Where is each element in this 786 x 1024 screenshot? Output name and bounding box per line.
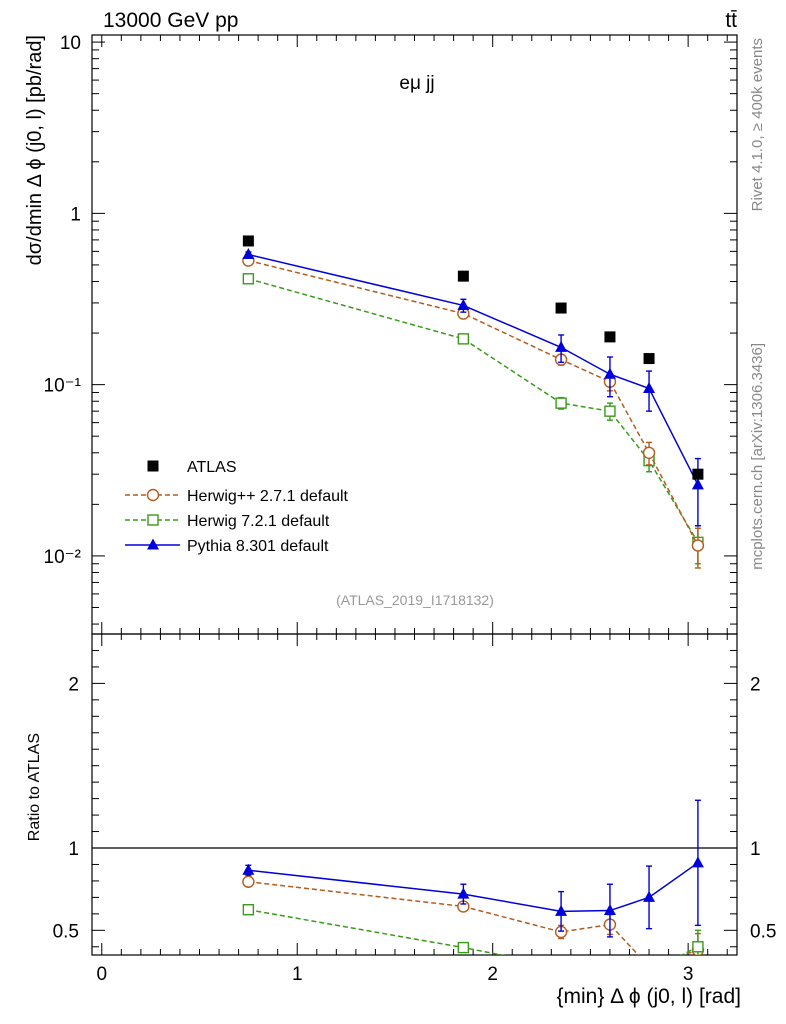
y-tick-label: 10⁻¹ — [44, 376, 82, 397]
main-point-pythia — [691, 478, 704, 490]
header-right: tt̄ — [725, 9, 737, 32]
ratio-y-tick-label-right: 1 — [750, 839, 761, 860]
ratio-y-tick-label-right: 0.5 — [750, 921, 776, 942]
ratio-point-pythia — [242, 863, 255, 875]
ratio-point-pythia — [643, 890, 656, 902]
legend-label-herwig7: Herwig 7.2.1 default — [187, 513, 330, 530]
legend-marker-pythia — [147, 538, 159, 550]
ratio-y-tick-label: 1 — [68, 839, 79, 860]
main-point-herwig7 — [555, 397, 567, 409]
ratio-series-herwigpp — [242, 875, 705, 972]
ratio-series-herwig7 — [242, 904, 704, 976]
main-point-herwig7 — [604, 405, 616, 417]
ratio-point-pythia — [555, 904, 568, 916]
ratio-point-herwig7 — [242, 904, 255, 916]
y-tick-label: 10 — [60, 33, 81, 54]
x-tick-label: 0 — [96, 964, 107, 985]
ratio-xlabel: {min} Δ ϕ (j0, l) [rad] — [556, 985, 741, 1008]
ratio-point-herwig7 — [556, 962, 566, 972]
main-point-herwig7 — [457, 333, 470, 345]
ratio-point-herwig7 — [605, 963, 615, 973]
main-point-atlas — [692, 468, 704, 480]
ratio-y-tick-label: 2 — [68, 674, 79, 695]
main-point-atlas — [643, 353, 655, 365]
legend-label-atlas: ATLAS — [187, 459, 237, 476]
header-left: 13000 GeV pp — [103, 9, 238, 32]
ratio-point-herwig7 — [692, 941, 704, 953]
ratio-point-pythia — [691, 856, 704, 868]
main-title: eμ jj — [399, 73, 434, 94]
ratio-frame — [91, 633, 738, 956]
legend-marker-herwigpp — [146, 488, 160, 502]
main-line-herwigpp — [248, 259, 699, 546]
legend-marker-herwig7 — [147, 514, 159, 526]
main-point-pythia — [242, 248, 255, 260]
x-tick-label: 1 — [292, 964, 303, 985]
ratio-series-pythia — [242, 799, 704, 938]
main-point-herwigpp — [642, 446, 656, 459]
main-point-herwigpp — [691, 539, 705, 552]
main-point-pythia — [457, 298, 470, 310]
main-point-pythia — [555, 340, 568, 352]
main-point-herwig7 — [242, 273, 255, 285]
ratio-y-tick-label: 0.5 — [53, 921, 79, 942]
main-line-pythia — [248, 253, 699, 486]
watermark: (ATLAS_2019_I1718132) — [336, 592, 494, 608]
ratio-line-pythia — [248, 862, 699, 913]
main-point-pythia — [603, 367, 616, 379]
x-tick-label: 3 — [683, 964, 694, 985]
side-label-rivet: Rivet 4.1.0, ≥ 400k events — [749, 38, 766, 211]
main-point-atlas — [457, 270, 469, 282]
main-series-pythia — [242, 248, 704, 527]
main-series-atlas — [242, 235, 704, 480]
legend-label-herwigpp: Herwig++ 2.7.1 default — [187, 488, 349, 505]
main-point-atlas — [555, 302, 567, 314]
y-tick-label: 1 — [70, 204, 81, 225]
main-point-pythia — [643, 381, 656, 393]
ratio-y-tick-label-right: 2 — [750, 674, 761, 695]
ratio-line-herwig7 — [248, 908, 699, 955]
main-ylabel: dσ/dmin Δ ϕ (j0, l) [pb/rad] — [24, 35, 46, 265]
legend-marker-atlas — [147, 460, 159, 472]
x-tick-label: 2 — [487, 964, 498, 985]
legend-label-pythia: Pythia 8.301 default — [187, 538, 329, 555]
ratio-point-pythia — [603, 904, 616, 916]
main-point-atlas — [604, 331, 616, 343]
ratio-point-herwigpp — [644, 961, 655, 972]
ratio-point-pythia — [457, 887, 470, 899]
ratio-line-herwigpp — [248, 881, 699, 955]
ratio-point-herwig7 — [644, 966, 654, 976]
y-tick-label: 10⁻² — [44, 547, 82, 568]
main-point-atlas — [242, 235, 254, 247]
ratio-ylabel: Ratio to ATLAS — [26, 733, 43, 841]
ratio-point-herwigpp — [242, 875, 255, 888]
side-label-mcplots: mcplots.cern.ch [arXiv:1306.3436] — [749, 343, 766, 570]
ratio-point-herwig7 — [457, 941, 470, 954]
main-line-herwig7 — [248, 278, 699, 543]
